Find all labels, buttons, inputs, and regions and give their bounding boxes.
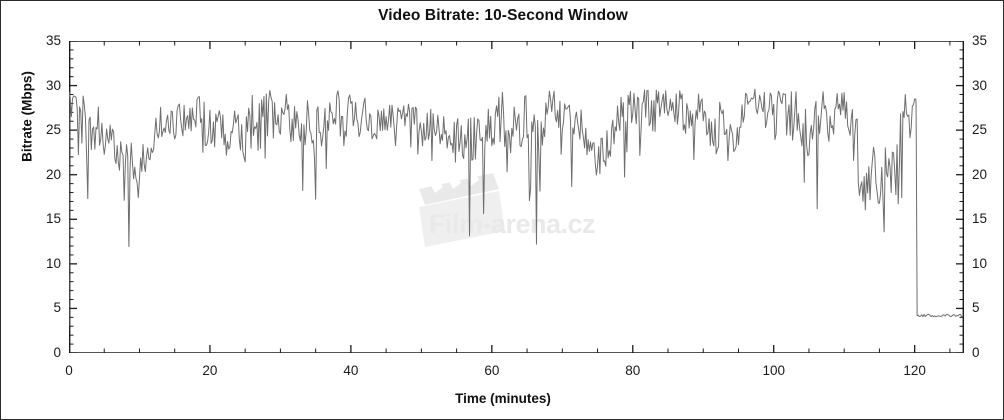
plot-canvas <box>69 41 964 353</box>
y-tick-label-5: 5 <box>53 300 61 316</box>
y-tick-label-right-5: 5 <box>972 300 980 316</box>
chart-title: Video Bitrate: 10-Second Window <box>378 7 628 24</box>
x-tick-label-120: 120 <box>903 363 926 378</box>
y-tick-label-10: 10 <box>45 255 61 271</box>
x-tick-label-0: 0 <box>65 363 73 378</box>
y-tick-label-right-25: 25 <box>972 122 988 138</box>
x-axis-label: Time (minutes) <box>455 391 551 406</box>
y-axis-label: Bitrate (Mbps) <box>19 71 35 162</box>
y-tick-label-right-35: 35 <box>972 33 988 48</box>
x-tick-label-80: 80 <box>625 363 641 378</box>
y-tick-label-right-30: 30 <box>972 77 988 93</box>
y-tick-label-right-15: 15 <box>972 211 988 227</box>
y-tick-label-35: 35 <box>45 33 61 48</box>
x-tick-label-60: 60 <box>484 363 500 378</box>
y-tick-label-25: 25 <box>45 122 61 138</box>
y-tick-label-30: 30 <box>45 77 61 93</box>
plot-area <box>69 41 964 353</box>
x-tick-label-40: 40 <box>343 363 359 378</box>
y-tick-label-15: 15 <box>45 211 61 227</box>
x-tick-label-100: 100 <box>762 363 785 378</box>
y-tick-label-20: 20 <box>45 166 61 182</box>
x-tick-label-20: 20 <box>202 363 218 378</box>
y-tick-label-right-10: 10 <box>972 255 988 271</box>
y-tick-label-right-0: 0 <box>972 345 980 360</box>
y-tick-label-right-20: 20 <box>972 166 988 182</box>
y-tick-label-0: 0 <box>53 345 61 360</box>
